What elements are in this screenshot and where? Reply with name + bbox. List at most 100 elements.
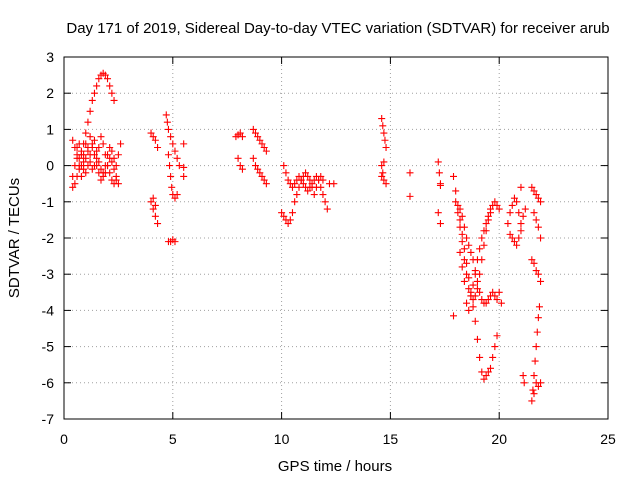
series-t18: [504, 183, 529, 387]
x-tick-label: 20: [491, 431, 507, 447]
data-point: [280, 212, 288, 220]
data-point: [288, 183, 296, 191]
data-point: [284, 176, 292, 184]
data-point: [476, 245, 484, 253]
data-point: [478, 296, 486, 304]
data-point: [535, 303, 543, 311]
data-point: [299, 180, 307, 188]
data-point: [251, 162, 259, 170]
data-point: [323, 205, 331, 213]
data-point: [291, 198, 299, 206]
data-point: [450, 172, 458, 180]
y-axis-label: SDTVAR / TECUs: [6, 178, 23, 298]
series-t16: [456, 205, 505, 307]
data-point: [249, 154, 257, 162]
data-point: [293, 191, 301, 199]
data-point: [493, 201, 501, 209]
x-tick-label: 25: [600, 431, 616, 447]
data-point: [381, 136, 389, 144]
data-point: [71, 180, 79, 188]
x-tick-labels: 0 5 10 15 20 25: [60, 431, 616, 447]
data-point: [166, 162, 174, 170]
data-point: [88, 140, 96, 148]
data-point: [238, 133, 246, 141]
data-point: [469, 303, 477, 311]
data-point: [476, 288, 484, 296]
data-point: [82, 129, 90, 137]
data-point: [378, 172, 386, 180]
data-point: [106, 82, 114, 90]
data-point: [467, 248, 475, 256]
data-point: [93, 154, 101, 162]
x-axis-label: GPS time / hours: [278, 458, 392, 475]
data-point: [77, 162, 85, 170]
data-point: [486, 364, 494, 372]
data-point: [435, 169, 443, 177]
data-point: [175, 162, 183, 170]
data-point: [508, 234, 516, 242]
data-point: [493, 296, 501, 304]
data-point: [310, 191, 318, 199]
data-point: [489, 288, 497, 296]
data-point: [80, 165, 88, 173]
data-point: [456, 205, 464, 213]
data-point: [532, 191, 540, 199]
data-point: [151, 136, 159, 144]
data-point: [528, 397, 536, 405]
data-point: [84, 147, 92, 155]
data-point: [236, 129, 244, 137]
data-point: [458, 263, 466, 271]
data-point: [532, 267, 540, 275]
data-point: [110, 96, 118, 104]
data-point: [532, 216, 540, 224]
data-point: [484, 212, 492, 220]
data-point: [476, 353, 484, 361]
data-point: [382, 144, 390, 151]
data-point: [262, 180, 270, 188]
data-point: [278, 209, 286, 217]
data-point: [463, 234, 471, 242]
data-point: [168, 183, 176, 191]
data-point: [517, 183, 525, 191]
data-point: [491, 198, 499, 206]
data-point: [520, 379, 528, 387]
x-tick-label: 10: [274, 431, 290, 447]
data-point: [251, 129, 259, 137]
data-point: [434, 158, 442, 166]
data-point: [463, 299, 471, 307]
data-point: [484, 368, 492, 376]
data-point: [88, 165, 96, 173]
series-t12: [406, 169, 414, 200]
y-tick-labels: -7 -6 -5 -4 -3 -2 -1 0 1 2 3: [42, 49, 55, 427]
y-tick-label: -4: [42, 302, 55, 318]
data-point: [93, 147, 101, 155]
data-point: [473, 256, 481, 264]
data-point: [463, 259, 471, 267]
data-point: [110, 154, 118, 162]
data-point: [530, 372, 538, 380]
data-point: [450, 312, 458, 320]
data-point: [84, 162, 92, 170]
data-point: [460, 277, 468, 285]
data-point: [530, 390, 538, 398]
data-point: [162, 111, 170, 119]
data-point: [97, 133, 105, 141]
data-point: [112, 162, 120, 170]
data-point: [106, 144, 114, 151]
data-point: [297, 176, 305, 184]
x-tick-label: 0: [60, 431, 68, 447]
data-point: [260, 176, 268, 184]
data-point: [258, 140, 266, 148]
data-point: [534, 314, 542, 322]
data-point: [528, 256, 536, 264]
data-point: [104, 162, 112, 170]
data-point: [515, 209, 523, 217]
data-point: [508, 201, 516, 209]
data-point: [110, 180, 118, 188]
data-point: [149, 205, 157, 213]
data-point: [531, 357, 539, 365]
data-point: [519, 372, 527, 380]
data-point: [106, 169, 114, 177]
data-point: [291, 180, 299, 188]
data-point: [84, 118, 92, 126]
